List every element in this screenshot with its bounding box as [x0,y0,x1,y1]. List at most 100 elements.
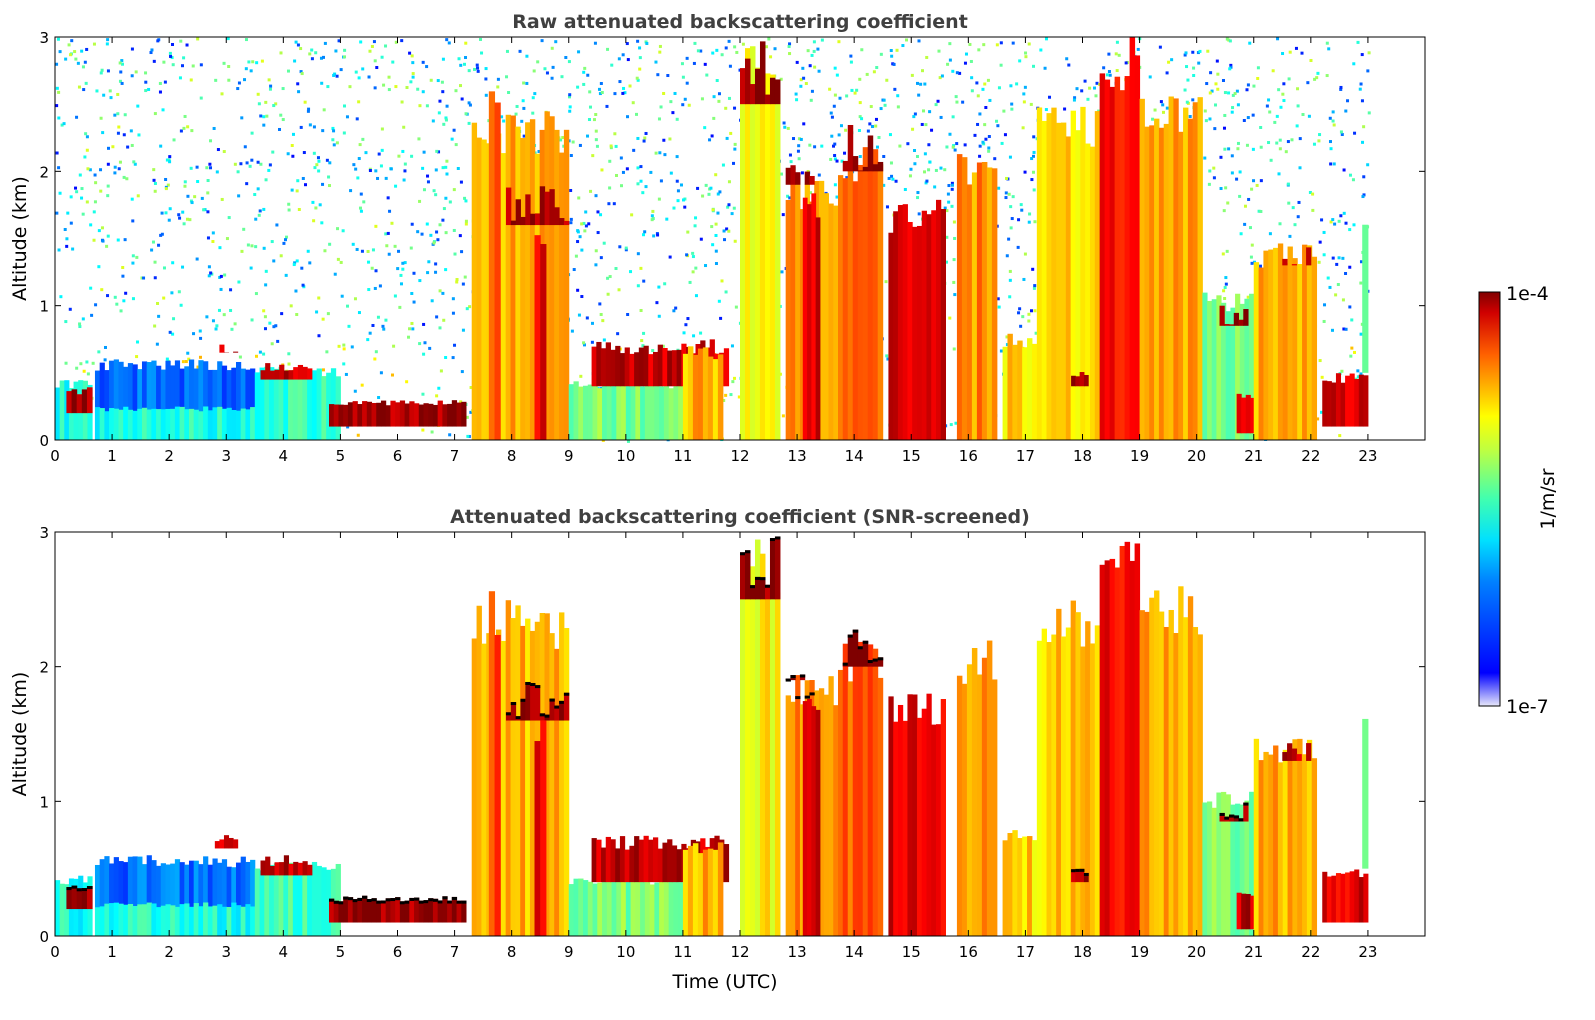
noise-speckle [1225,37,1229,41]
noise-speckle [591,154,595,158]
noise-speckle [605,104,609,108]
noise-speckle [1308,190,1312,194]
noise-speckle [262,246,266,250]
heatmap-cell [362,401,368,427]
noise-speckle [569,221,573,225]
noise-speckle [463,196,467,200]
noise-speckle [463,275,467,279]
noise-speckle [1341,256,1345,260]
noise-speckle [904,38,908,42]
heatmap-cell-saturated [357,897,363,901]
noise-speckle [954,95,958,99]
x-tick-label: 21 [1244,943,1263,961]
noise-speckle [786,194,790,198]
heatmap-cell-saturated [390,898,396,902]
noise-speckle [328,242,332,246]
heatmap-cell [207,410,213,440]
heatmap-cell [442,404,448,427]
noise-speckle [250,318,254,322]
noise-speckle [434,262,438,266]
noise-speckle [408,51,412,55]
noise-speckle [621,53,625,57]
heatmap-cell [1065,136,1072,440]
noise-speckle [179,129,183,133]
heatmap-cell [127,409,134,440]
noise-speckle [725,227,729,231]
noise-speckle [345,115,349,119]
noise-speckle [619,184,623,188]
noise-speckle [63,227,67,231]
x-tick-label: 17 [1016,447,1035,465]
heatmap-cell [1354,869,1360,923]
noise-speckle [912,115,916,119]
noise-speckle [67,43,71,47]
noise-speckle [734,305,738,309]
heatmap-cell [1349,373,1355,427]
noise-speckle [1342,327,1346,331]
heatmap-cell [160,863,166,936]
noise-speckle [153,181,157,185]
heatmap-cell [288,863,294,876]
noise-speckle [857,128,861,132]
heatmap-cell [461,401,467,427]
noise-speckle [837,40,841,44]
heatmap-cell [184,903,190,936]
noise-speckle [92,42,96,46]
noise-speckle [586,73,590,77]
noise-speckle [885,205,889,209]
heatmap-cell [602,379,608,440]
noise-speckle [263,315,267,319]
heatmap-cell [279,364,285,380]
heatmap-cell [1297,738,1303,936]
heatmap-cell [1154,590,1160,936]
heatmap-cell [663,878,670,936]
noise-speckle [260,59,264,63]
noise-speckle [315,310,319,314]
noise-speckle [802,76,806,80]
heatmap-cell [146,902,152,936]
noise-speckle [163,80,167,84]
noise-speckle [682,331,686,335]
noise-speckle [609,146,613,150]
noise-speckle [205,166,209,170]
panel-screened: Attenuated backscattering coefficient (S… [9,506,1426,993]
noise-speckle [484,77,488,81]
x-tick-label: 7 [450,943,460,961]
noise-speckle [441,57,445,61]
heatmap-cell [583,880,589,936]
heatmap-cell [127,363,134,440]
noise-speckle [467,101,471,105]
heatmap-cell [269,367,275,440]
noise-speckle [923,170,927,174]
noise-speckle [410,154,414,158]
noise-speckle [808,143,812,147]
noise-speckle [1362,125,1366,129]
noise-speckle [943,168,947,172]
heatmap-cell [456,900,462,923]
noise-speckle [1229,65,1233,69]
heatmap-cell [404,403,410,427]
heatmap-cell [245,861,251,936]
noise-speckle [476,69,480,73]
noise-speckle [712,95,716,99]
noise-speckle [795,98,799,102]
noise-speckle [583,229,587,233]
heatmap-cell [104,411,110,440]
noise-speckle [180,64,184,68]
noise-speckle [920,122,924,126]
heatmap-cell [568,384,575,440]
noise-speckle [401,267,405,271]
noise-speckle [392,344,396,348]
heatmap-cell [1239,804,1245,936]
noise-speckle [346,304,350,308]
heatmap-cell [804,171,810,185]
noise-speckle [153,276,157,280]
heatmap-cell [872,149,879,440]
heatmap-cell [1012,830,1018,936]
noise-speckle [199,336,203,340]
noise-speckle [576,240,580,244]
noise-speckle [337,344,341,348]
noise-speckle [1213,127,1217,131]
noise-speckle [675,155,679,159]
heatmap-cell [534,235,541,440]
